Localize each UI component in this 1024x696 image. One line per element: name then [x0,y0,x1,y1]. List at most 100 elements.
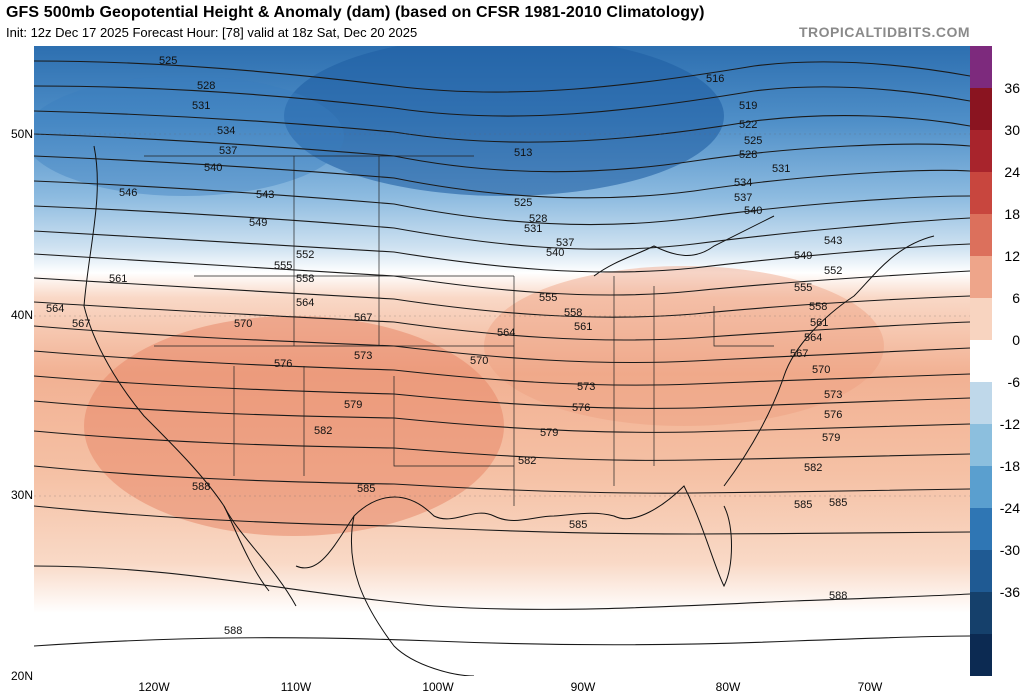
contour-label: 519 [739,100,757,112]
contour-label: 567 [790,348,808,360]
warm-anomaly-east [484,266,884,426]
contour-label: 579 [344,399,362,411]
contour-label: 555 [794,282,812,294]
colorbar-segment [970,172,992,214]
colorbar-tick-label: 0 [1012,332,1020,348]
contour-label: 567 [354,312,372,324]
contour-label: 537 [734,192,752,204]
colorbar-segment [970,130,992,172]
contour-label: 552 [296,249,314,261]
colorbar-segment [970,466,992,508]
graticule [34,133,970,497]
contour-label: 540 [204,162,222,174]
contour-label: 540 [546,247,564,259]
map-subtitle: Init: 12z Dec 17 2025 Forecast Hour: [78… [6,25,418,40]
contour-label: 534 [734,177,752,189]
contour-label: 561 [574,321,592,333]
colorbar-tick-label: -24 [999,500,1020,516]
lon-label-110w: 110W [280,680,312,694]
colorbar-segment [970,340,992,382]
anomaly-map: 525 528 531 534 537 540 546 543 549 552 555 558 561 5… [34,46,970,676]
contour-label: 528 [197,80,215,92]
warm-anomaly-core [84,316,504,536]
colorbar-segment [970,634,992,676]
colorbar-tick-label: 36 [1004,80,1020,96]
lon-label-100w: 100W [422,680,454,694]
colorbar-tick-label: -36 [999,584,1020,600]
colorbar-tick-label: 6 [1012,290,1020,306]
contour-label: 558 [564,307,582,319]
lat-label-30n: 30N [10,488,33,502]
contour-label: 570 [470,355,488,367]
colorbar-labels: 36 30 24 18 12 6 0 -6 -12 -18 -24 -30 -36 [996,46,1024,676]
contour-label: 588 [829,590,847,602]
lat-label-50n: 50N [10,127,33,141]
lat-label-20n: 20N [10,669,33,683]
colorbar-segment [970,256,992,298]
contour-label: 579 [822,432,840,444]
contour-label: 585 [569,519,587,531]
colorbar-tick-label: -18 [999,458,1020,474]
contour-label: 516 [706,73,724,85]
contour-label: 564 [804,332,822,344]
contour-label: 525 [514,197,532,209]
colorbar-tick-label: 24 [1004,164,1020,180]
contour-label: 531 [772,163,790,175]
contour-label: 528 [529,213,547,225]
contour-label: 564 [497,327,515,339]
lon-label-80w: 80W [715,680,741,694]
contour-label: 549 [249,217,267,229]
colorbar [970,46,992,676]
cold-anomaly-core [284,46,724,196]
cold-anomaly-west [34,76,344,196]
contour-label: 582 [518,455,536,467]
brand-watermark: TROPICALTIDBITS.COM [798,24,970,40]
colorbar-segment [970,46,992,88]
contour-label: 585 [829,497,847,509]
contour-label: 564 [296,297,314,309]
contour-label: 552 [824,265,842,277]
contour-label: 558 [296,273,314,285]
colorbar-segment [970,592,992,634]
contour-label: 543 [256,189,274,201]
contour-label: 585 [357,483,375,495]
contour-label: 513 [514,147,532,159]
contour-label: 570 [812,364,830,376]
contour-label: 540 [744,205,762,217]
contour-label: 573 [824,389,842,401]
contour-label: 576 [824,409,842,421]
colorbar-tick-label: 12 [1004,248,1020,264]
contour-label: 567 [72,318,90,330]
colorbar-segment [970,508,992,550]
contour-label: 564 [46,303,64,315]
contour-label: 573 [354,350,372,362]
contour-label: 525 [159,55,177,67]
contour-label: 576 [572,402,590,414]
colorbar-tick-label: -6 [1007,374,1020,390]
colorbar-segment [970,550,992,592]
contour-label: 543 [824,235,842,247]
contour-label: 534 [217,125,235,137]
contour-label: 582 [314,425,332,437]
contour-label: 558 [809,301,827,313]
contour-label: 561 [810,317,828,329]
contour-label: 531 [524,223,542,235]
contour-label: 588 [192,481,210,493]
colorbar-tick-label: 18 [1004,206,1020,222]
contour-label: 537 [556,237,574,249]
contour-label: 522 [739,119,757,131]
contour-label: 588 [224,625,242,637]
contour-label: 585 [794,499,812,511]
contour-label: 561 [109,273,127,285]
contour-label: 549 [794,250,812,262]
coastlines [83,145,935,676]
colorbar-tick-label: -30 [999,542,1020,558]
height-contours [34,60,970,647]
contour-label: 582 [804,462,822,474]
colorbar-segment [970,214,992,256]
colorbar-tick-label: 30 [1004,122,1020,138]
colorbar-segment [970,424,992,466]
contour-label: 525 [744,135,762,147]
lat-label-40n: 40N [10,308,33,322]
